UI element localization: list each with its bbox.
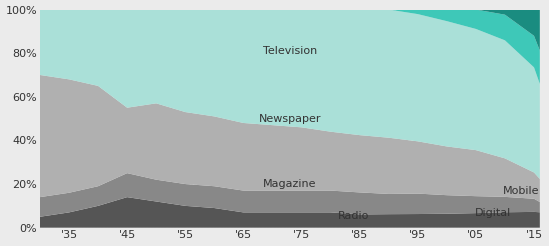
Text: Television: Television xyxy=(263,46,317,56)
Text: Mobile: Mobile xyxy=(503,185,540,196)
Text: Digital: Digital xyxy=(475,208,512,218)
Text: Magazine: Magazine xyxy=(263,179,317,189)
Text: Radio: Radio xyxy=(338,211,369,221)
Text: Newspaper: Newspaper xyxy=(259,114,321,123)
